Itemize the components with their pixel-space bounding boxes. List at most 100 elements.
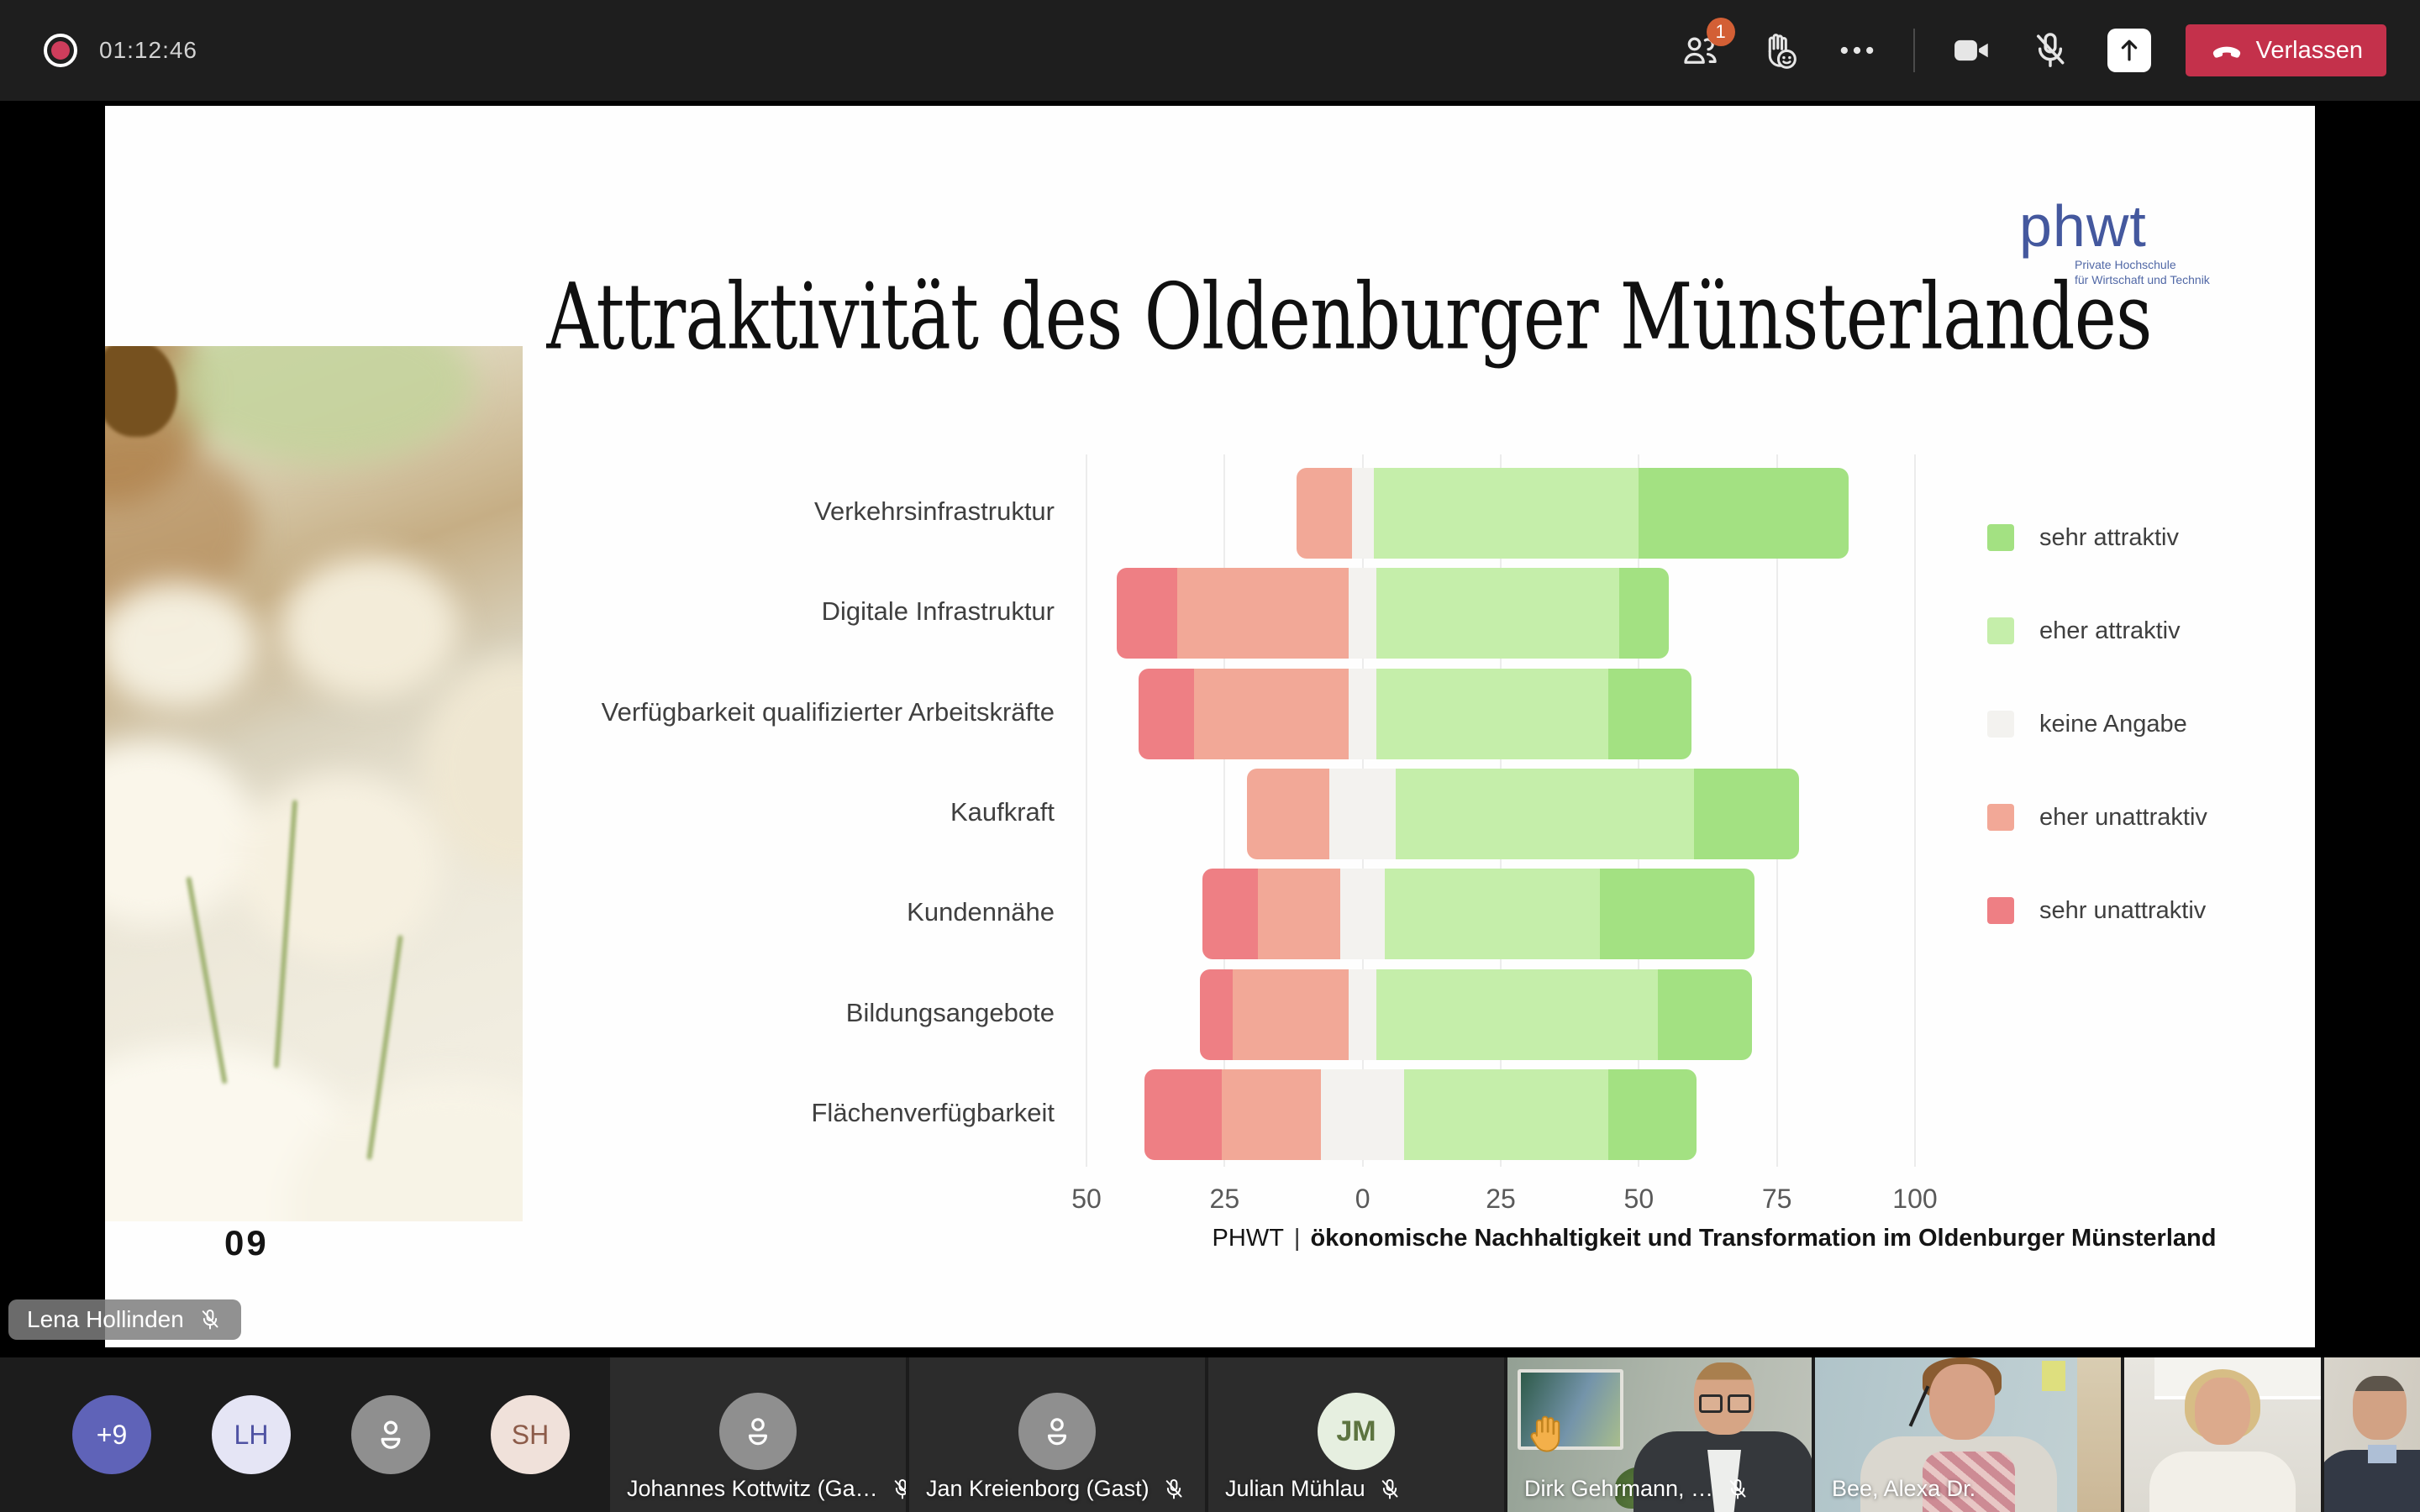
participant-name: Johannes Kottwitz (Ga… <box>627 1476 878 1501</box>
legend-item: sehr unattraktiv <box>1987 897 2206 924</box>
tile-johannes-kottwitz[interactable]: Johannes Kottwitz (Ga… <box>610 1357 906 1512</box>
overflow-participants-avatar[interactable]: +9 <box>72 1395 151 1474</box>
gridline <box>1914 454 1916 1167</box>
presenter-name: Lena Hollinden <box>27 1306 184 1332</box>
footer-prefix: PHWT <box>1212 1225 1284 1252</box>
chart-row <box>1199 969 1753 1060</box>
bar-segment-eher-attraktiv <box>1384 869 1601 959</box>
bar-segment-eher-attraktiv <box>1373 468 1639 559</box>
participant-name: Julian Mühlau <box>1225 1476 1365 1501</box>
category-label: Kundennähe <box>907 897 1055 927</box>
participants-button[interactable]: 1 <box>1676 18 1735 73</box>
participant-name: Jan Kreienborg (Gast) <box>926 1476 1150 1501</box>
chart-row <box>1202 869 1755 959</box>
mic-muted-icon <box>1725 1477 1750 1502</box>
chart-plot <box>1086 454 1916 1167</box>
chart-row <box>1117 568 1670 659</box>
x-tick-label: 25 <box>1209 1184 1240 1214</box>
person-icon <box>370 1414 412 1456</box>
chart-row <box>1144 1069 1697 1160</box>
meeting-timer: 01:12:46 <box>99 37 197 63</box>
camera-icon <box>1949 29 1993 72</box>
leave-button[interactable]: Verlassen <box>2185 24 2386 76</box>
gridline <box>1223 454 1226 1167</box>
bar-segment-eher-attraktiv <box>1376 568 1620 659</box>
bar-segment-sehr-unattraktiv <box>1144 1069 1223 1160</box>
bar-segment-sehr-attraktiv <box>1608 669 1691 759</box>
bar-segment-eher-attraktiv <box>1376 669 1609 759</box>
legend-item: sehr attraktiv <box>1987 524 2179 551</box>
video-feed <box>1815 1357 2121 1512</box>
tile-participant-6[interactable] <box>2124 1357 2321 1512</box>
participants-bar: +9 LH SH Johannes Kottwitz (Ga… Jan Krei… <box>0 1357 2420 1512</box>
avatar-sh[interactable]: SH <box>491 1395 570 1474</box>
bar-segment-keine-angabe <box>1329 769 1397 859</box>
legend-item: eher attraktiv <box>1987 617 2181 644</box>
legend-item: eher unattraktiv <box>1987 804 2207 831</box>
avatar-lh[interactable]: LH <box>212 1395 291 1474</box>
bar-segment-sehr-unattraktiv <box>1139 669 1195 759</box>
leave-button-label: Verlassen <box>2255 36 2363 64</box>
reactions-button[interactable] <box>1755 28 1801 73</box>
category-label: Digitale Infrastruktur <box>821 596 1055 626</box>
legend-swatch <box>1987 804 2014 831</box>
bar-segment-eher-attraktiv <box>1403 1069 1609 1160</box>
video-tile-strip: Johannes Kottwitz (Ga… Jan Kreienborg (G… <box>610 1357 2420 1512</box>
bar-segment-eher-attraktiv <box>1376 969 1659 1060</box>
bar-segment-eher-unattraktiv <box>1246 769 1330 859</box>
participants-badge: 1 <box>1706 18 1735 46</box>
x-tick-label: 0 <box>1355 1184 1370 1214</box>
chart-row <box>1246 769 1799 859</box>
bar-segment-eher-unattraktiv <box>1296 468 1352 559</box>
mic-mute-button[interactable] <box>2028 28 2073 73</box>
phwt-tagline: Private Hochschule für Wirtschaft und Te… <box>2075 258 2210 286</box>
participant-name: Dirk Gehrmann, … <box>1524 1476 1714 1501</box>
tile-bee-alexa[interactable]: Bee, Alexa Dr. <box>1815 1357 2121 1512</box>
category-label: Verfügbarkeit qualifizierter Arbeitskräf… <box>601 697 1055 727</box>
tile-jan-kreienborg[interactable]: Jan Kreienborg (Gast) <box>909 1357 1205 1512</box>
more-options-button[interactable] <box>1834 28 1880 73</box>
tile-julian-muehlau[interactable]: JM Julian Mühlau <box>1208 1357 1504 1512</box>
mic-muted-icon <box>2028 29 2072 72</box>
bar-segment-sehr-attraktiv <box>1694 769 1799 859</box>
slide-title: Attraktivität des Oldenburger Münsterlan… <box>546 263 2153 371</box>
video-feed <box>2324 1357 2420 1512</box>
video-feed <box>1507 1357 1812 1512</box>
avatar <box>719 1393 797 1470</box>
slide-page-number: 09 <box>224 1223 269 1263</box>
bar-segment-sehr-attraktiv <box>1639 468 1849 559</box>
share-button[interactable] <box>2107 28 2152 73</box>
camera-button[interactable] <box>1949 28 1994 73</box>
share-arrow-icon <box>2112 34 2146 67</box>
x-tick-label: 75 <box>1761 1184 1792 1214</box>
footer-text: ökonomische Nachhaltigkeit und Transform… <box>1310 1225 2217 1252</box>
bar-segment-keine-angabe <box>1321 1069 1404 1160</box>
x-tick-label: 50 <box>1071 1184 1102 1214</box>
more-options-icon <box>1835 29 1879 72</box>
hang-up-icon <box>2209 33 2244 68</box>
bar-segment-keine-angabe <box>1349 568 1377 659</box>
gridline <box>1086 454 1087 1167</box>
bar-segment-eher-unattraktiv <box>1177 568 1349 659</box>
legend-label: sehr unattraktiv <box>2039 896 2207 924</box>
legend-swatch <box>1987 617 2014 644</box>
bar-segment-keine-angabe <box>1340 869 1385 959</box>
legend-label: sehr attraktiv <box>2039 523 2179 551</box>
legend-item: keine Angabe <box>1987 711 2187 738</box>
avatar-group: +9 LH SH <box>72 1357 570 1512</box>
category-label: Kaufkraft <box>950 797 1055 827</box>
tile-dirk-gehrmann[interactable]: Dirk Gehrmann, … <box>1507 1357 1812 1512</box>
category-label: Bildungsangebote <box>845 998 1055 1027</box>
recording-indicator-icon <box>44 34 77 67</box>
tile-participant-7[interactable] <box>2324 1357 2420 1512</box>
bar-segment-eher-unattraktiv <box>1194 669 1349 759</box>
avatar-generic-person[interactable] <box>351 1395 430 1474</box>
person-icon <box>738 1411 778 1452</box>
legend-label: eher attraktiv <box>2039 617 2181 644</box>
x-tick-label: 50 <box>1623 1184 1655 1214</box>
mic-muted-icon <box>197 1307 223 1332</box>
legend-swatch <box>1987 897 2014 924</box>
x-tick-label: 100 <box>1892 1184 1938 1214</box>
category-label: Verkehrsinfrastruktur <box>814 496 1055 526</box>
